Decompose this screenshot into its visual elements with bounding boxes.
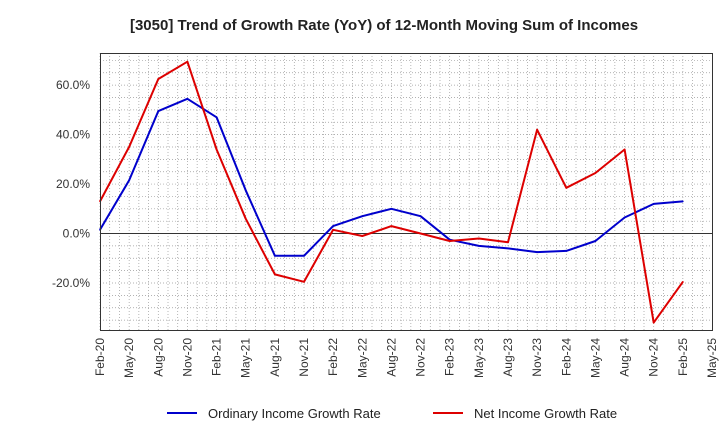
x-tick-label: Nov-20 [180, 338, 194, 377]
data-point [565, 250, 568, 252]
y-tick-label: 20.0% [56, 177, 90, 191]
data-point [390, 225, 393, 227]
legend-label: Net Income Growth Rate [474, 406, 617, 421]
data-point [448, 240, 451, 242]
series-lines [99, 60, 684, 324]
data-point [274, 273, 276, 276]
data-point [536, 128, 538, 131]
data-point [652, 203, 655, 205]
x-tick-label: May-23 [472, 338, 486, 378]
data-point [623, 216, 626, 219]
x-tick-label: Aug-24 [618, 338, 632, 377]
data-point [186, 97, 189, 100]
data-point [507, 247, 509, 250]
data-point [244, 189, 247, 192]
data-point [361, 215, 364, 218]
y-tick-label: 40.0% [56, 128, 90, 142]
x-tick-label: May-25 [705, 338, 719, 378]
data-point [652, 321, 655, 324]
x-tick-label: Feb-22 [326, 338, 340, 376]
x-tick-label: Nov-21 [297, 338, 311, 377]
x-tick-label: Feb-25 [676, 338, 690, 376]
x-tick-label: Nov-23 [530, 338, 544, 377]
data-point [244, 217, 247, 220]
x-tick-label: Nov-24 [647, 338, 661, 377]
data-point [565, 186, 568, 189]
data-point [390, 208, 393, 210]
data-point [303, 255, 305, 257]
x-axis-ticks: Feb-20 May-20 Aug-20 Nov-20 Feb-21 May-21 Aug-… [93, 338, 719, 378]
x-tick-label: Feb-24 [559, 338, 573, 376]
data-point [507, 241, 509, 244]
x-tick-label: Feb-23 [443, 338, 457, 376]
x-tick-label: May-20 [122, 338, 136, 378]
data-point [478, 237, 480, 240]
data-point [361, 235, 364, 237]
data-point [478, 245, 480, 247]
legend-label: Ordinary Income Growth Rate [208, 406, 381, 421]
data-point [215, 116, 218, 119]
data-point [623, 148, 626, 151]
data-point [274, 255, 276, 257]
x-tick-label: Feb-20 [93, 338, 107, 376]
x-tick-label: Nov-22 [414, 338, 428, 377]
legend: Ordinary Income Growth Rate Net Income Gr… [167, 406, 617, 421]
x-tick-label: May-24 [588, 338, 602, 378]
data-point [536, 251, 538, 253]
chart-title: [3050] Trend of Growth Rate (YoY) of 12-… [130, 17, 638, 34]
data-point [332, 225, 334, 227]
y-tick-label: 60.0% [56, 78, 90, 92]
data-point [303, 280, 305, 283]
data-point [157, 110, 160, 112]
data-point [186, 60, 189, 63]
data-point [682, 280, 684, 283]
x-tick-label: Feb-21 [210, 338, 224, 376]
data-point [332, 229, 334, 231]
data-point [128, 179, 130, 182]
data-point [419, 232, 422, 235]
plot-frame [100, 53, 713, 331]
x-tick-label: Aug-22 [384, 338, 398, 377]
data-point [594, 172, 597, 174]
data-point [682, 200, 684, 203]
x-tick-label: Aug-21 [268, 338, 282, 377]
data-point [128, 146, 130, 148]
data-point [594, 240, 597, 242]
y-tick-label: 0.0% [63, 227, 91, 241]
x-tick-label: Aug-23 [501, 338, 515, 377]
y-axis-ticks: -20.0% 0.0% 20.0% 40.0% 60.0% [52, 78, 90, 290]
data-point [157, 78, 160, 80]
series-line-1 [99, 60, 684, 324]
data-point [215, 148, 218, 151]
data-point [419, 215, 422, 218]
x-tick-label: May-21 [239, 338, 253, 378]
x-tick-label: Aug-20 [151, 338, 165, 377]
x-tick-label: May-22 [355, 338, 369, 378]
y-tick-label: -20.0% [52, 276, 90, 290]
grid [99, 53, 712, 330]
